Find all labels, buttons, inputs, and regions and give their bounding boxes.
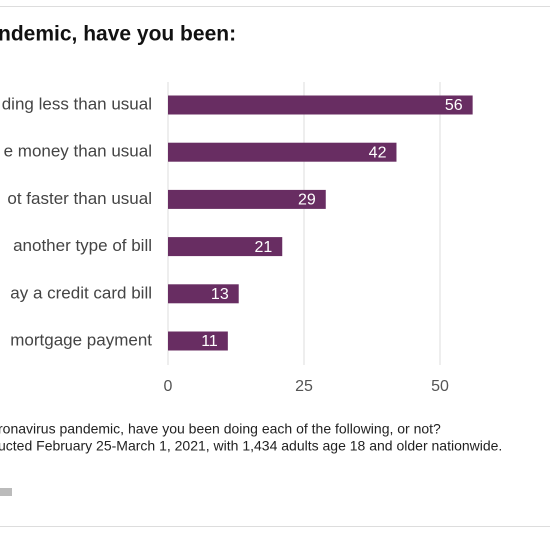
logo <box>0 488 12 496</box>
bar <box>168 331 228 351</box>
value-label: 42 <box>369 144 387 161</box>
category-label: ding less than usual <box>2 94 152 113</box>
category-label: ay a credit card bill <box>10 283 152 302</box>
bar <box>168 284 239 304</box>
x-tick-label: 25 <box>295 378 313 395</box>
bar <box>168 189 326 209</box>
x-tick-label: 50 <box>431 378 449 395</box>
category-label: mortgage payment <box>10 330 152 349</box>
note: ronavirus pandemic, have you been doing … <box>0 421 441 437</box>
value-label: 56 <box>445 97 463 114</box>
value-label: 29 <box>298 192 316 209</box>
category-label: e money than usual <box>4 142 152 161</box>
category-label: another type of bill <box>13 236 152 255</box>
category-label: ot faster than usual <box>7 189 152 208</box>
value-label: 13 <box>211 286 229 303</box>
bar <box>168 142 397 162</box>
chart-title: ndemic, have you been: <box>0 23 236 46</box>
value-label: 11 <box>201 333 218 350</box>
x-tick-label: 0 <box>164 378 173 395</box>
value-label: 21 <box>254 239 272 256</box>
bar <box>168 237 283 257</box>
note: ucted February 25-March 1, 2021, with 1,… <box>0 438 502 454</box>
bar <box>168 95 473 115</box>
